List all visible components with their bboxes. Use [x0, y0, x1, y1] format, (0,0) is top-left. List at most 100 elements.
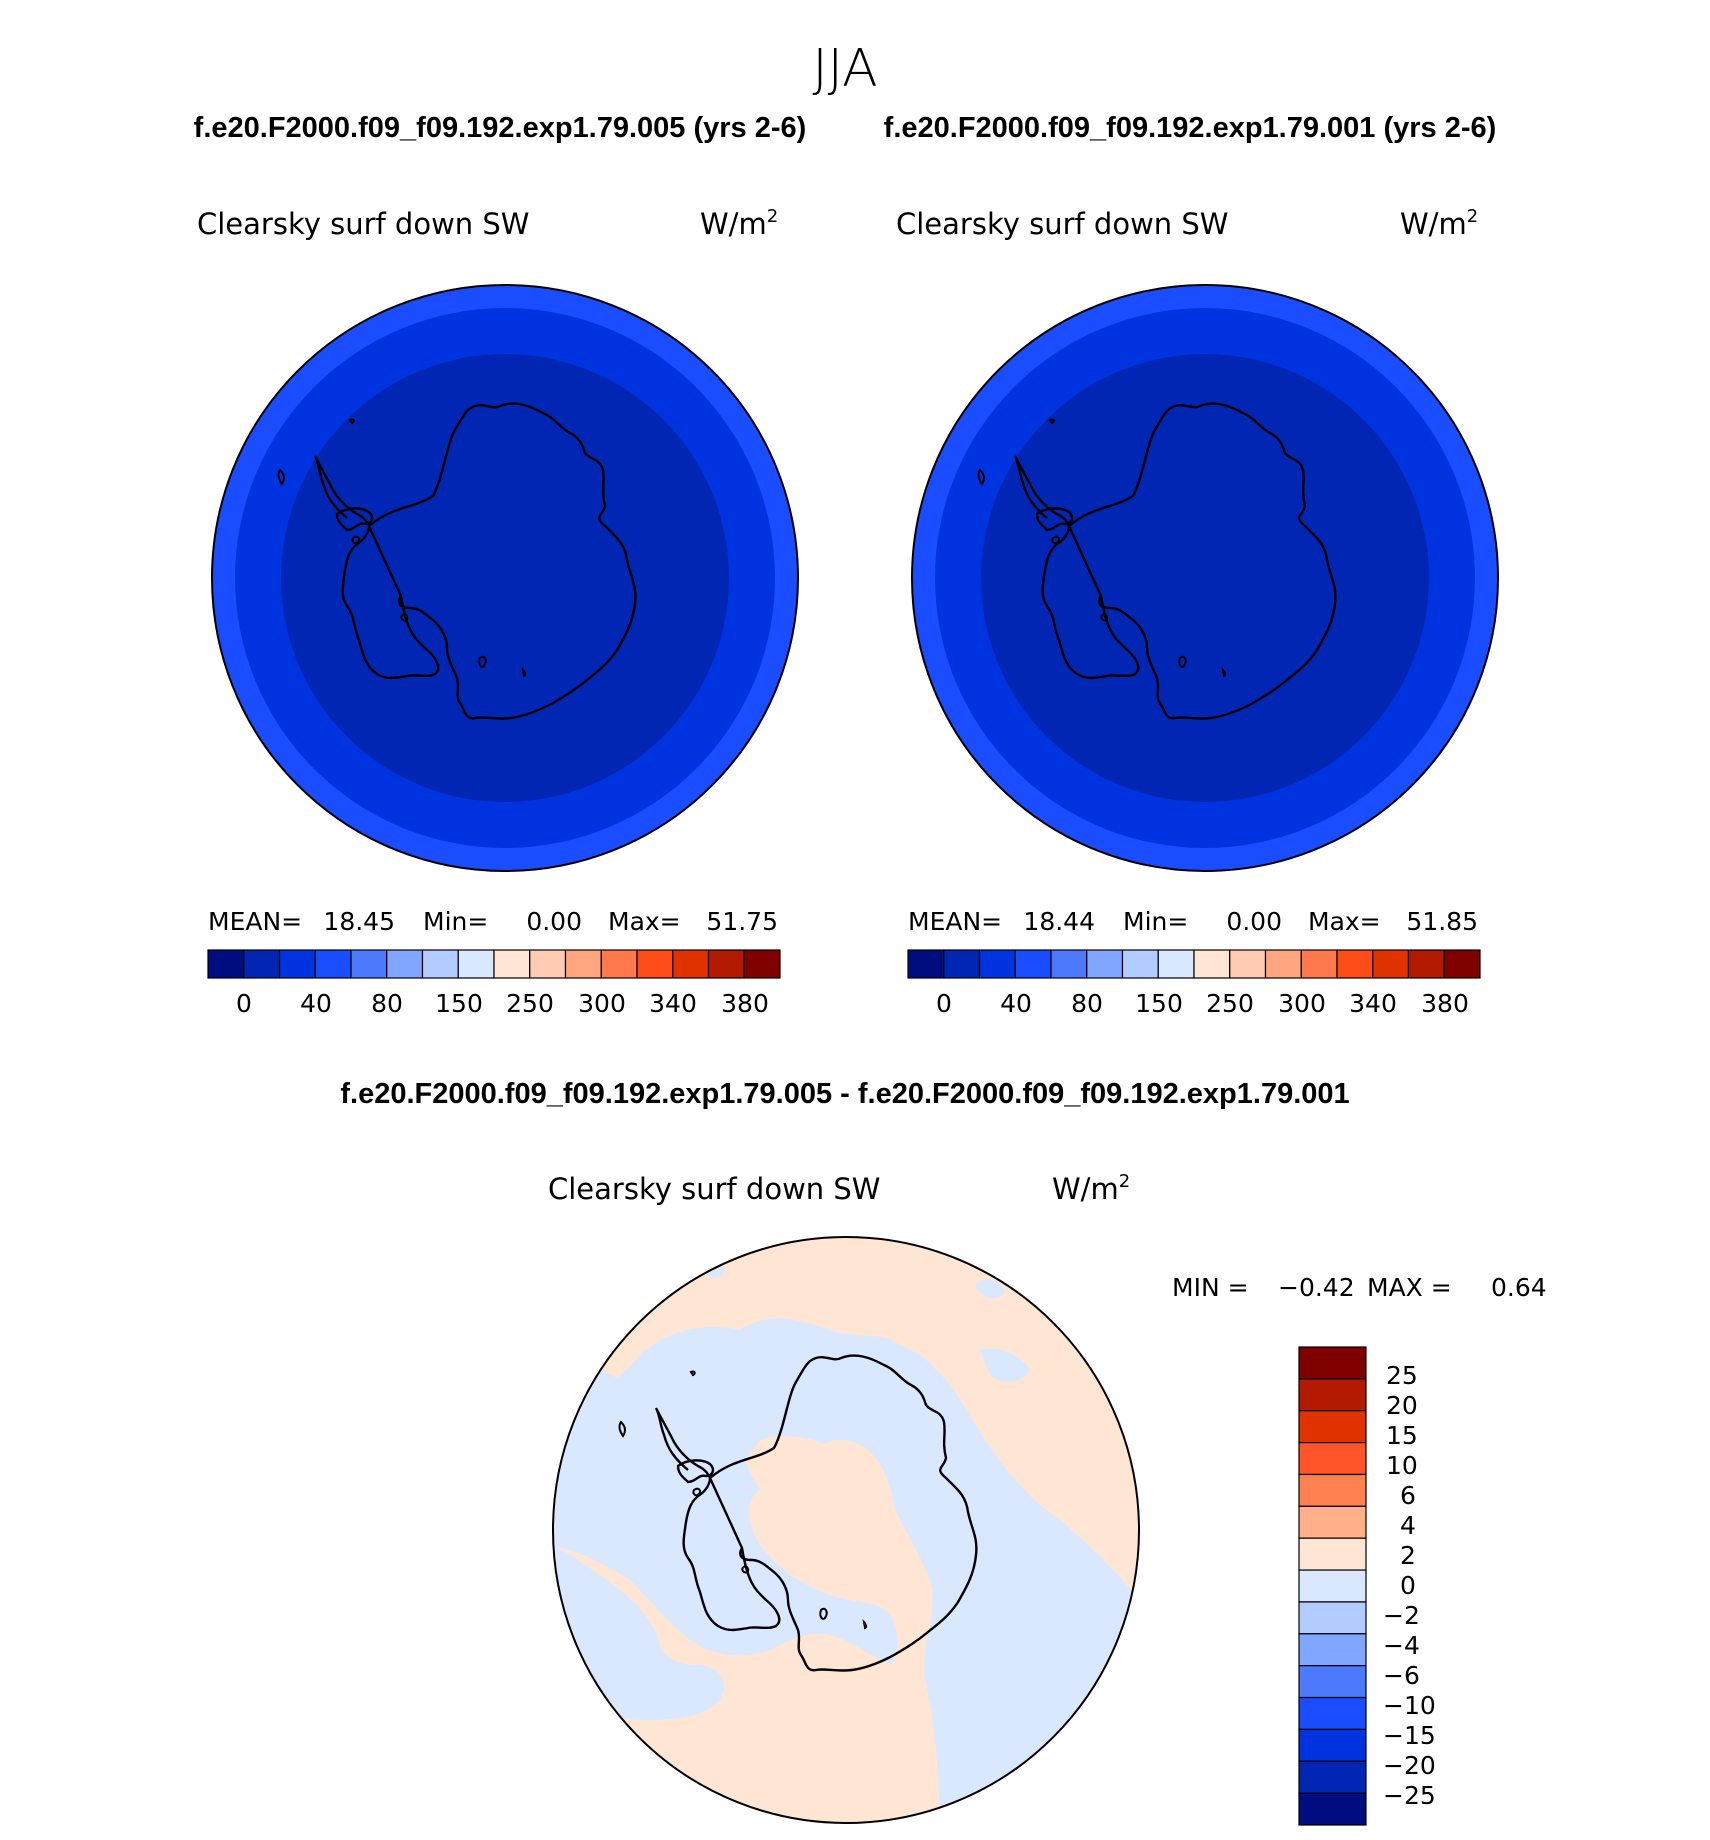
colorbar-swatch [600, 949, 638, 979]
colorbar-swatch [1298, 1441, 1367, 1476]
right-cbar-label: 0 [936, 989, 952, 1018]
diff-cbar-label: 2 [1400, 1541, 1416, 1570]
diff-negative-area [553, 1318, 1139, 1823]
diff-negative-area [975, 1279, 1005, 1299]
colorbar-swatch [1264, 949, 1302, 979]
left-cbar-label: 250 [506, 989, 554, 1018]
left-cbar-label: 0 [236, 989, 252, 1018]
colorbar-swatch [1298, 1760, 1367, 1794]
left-map-border [211, 284, 799, 872]
colorbar-swatch [314, 949, 352, 979]
diff-minmax: MIN = −0.42 MAX = 0.64 [1172, 1273, 1547, 1302]
left-cbar-label: 80 [371, 989, 403, 1018]
colorbar-swatch [1372, 949, 1410, 979]
right-map [912, 285, 1498, 871]
colorbar-swatch [672, 949, 710, 979]
diff-variable-label: Clearsky surf down SW [548, 1172, 880, 1206]
diff-cbar-label: −6 [1383, 1661, 1420, 1690]
colorbar-swatch [1298, 1505, 1367, 1539]
colorbar-swatch [1086, 949, 1124, 979]
diff-cbar-label: 15 [1386, 1421, 1418, 1450]
colorbar-swatch [1298, 1633, 1367, 1667]
right-min-label: Min= [1123, 907, 1188, 936]
right-cbar-label: 250 [1206, 989, 1254, 1018]
colorbar-swatch [907, 949, 945, 979]
left-cbar-label: 380 [721, 989, 769, 1018]
diff-cbar-label: −15 [1383, 1721, 1436, 1750]
right-cbar-label: 40 [1000, 989, 1032, 1018]
colorbar-swatch [1298, 1792, 1367, 1826]
colorbar-swatch [350, 949, 388, 979]
left-stats: MEAN= 18.45 Min= 0.00 Max= 51.75 [208, 907, 778, 936]
colorbar-swatch [943, 949, 981, 979]
colorbar-swatch [636, 949, 674, 979]
diff-title: f.e20.F2000.f09_f09.192.exp1.79.005 - f.… [340, 1078, 1349, 1110]
diff-panel: Clearsky surf down SW W/m2 MIN = −0.42 M… [548, 1171, 1547, 1826]
right-units-label: W/m2 [1400, 206, 1478, 241]
right-cbar-label: 380 [1421, 989, 1469, 1018]
left-mean-label: MEAN= [208, 907, 302, 936]
left-cbar-label: 300 [578, 989, 626, 1018]
diff-negative-area [980, 1348, 1030, 1382]
right-map-border [911, 284, 1499, 872]
colorbar-swatch [1298, 1696, 1367, 1730]
colorbar-swatch [1229, 949, 1267, 979]
colorbar-swatch [1298, 1728, 1367, 1762]
diff-negative-area [553, 1545, 724, 1720]
left-max-value: 51.75 [706, 907, 778, 936]
diff-min-label: MIN = [1172, 1273, 1249, 1302]
left-variable-label: Clearsky surf down SW [197, 207, 529, 241]
right-cbar-label: 150 [1135, 989, 1183, 1018]
left-min-label: Min= [423, 907, 488, 936]
colorbar-swatch [1336, 949, 1374, 979]
right-colorbar-labels: 0 40 80 150 250 300 340 380 [936, 989, 1469, 1018]
diff-min-value: −0.42 [1278, 1273, 1355, 1302]
right-mean-value: 18.44 [1023, 907, 1095, 936]
right-colorbar [907, 949, 1481, 979]
diff-cbar-label: −4 [1383, 1631, 1420, 1660]
colorbar-swatch [457, 949, 495, 979]
left-max-label: Max= [608, 907, 681, 936]
colorbar-swatch [529, 949, 567, 979]
diff-max-value: 0.64 [1491, 1273, 1547, 1302]
right-panel: Clearsky surf down SW W/m2 MEAN= 18.44 M… [896, 206, 1499, 1018]
colorbar-swatch [1298, 1378, 1367, 1412]
left-colorbar [207, 949, 781, 979]
colorbar-swatch [1050, 949, 1088, 979]
diff-map [553, 1237, 1139, 1823]
diff-cbar-label: 0 [1400, 1571, 1416, 1600]
left-cbar-label: 340 [649, 989, 697, 1018]
colorbar-swatch [1443, 949, 1481, 979]
right-cbar-label: 80 [1071, 989, 1103, 1018]
colorbar-swatch [743, 949, 781, 979]
left-panel: Clearsky surf down SW W/m2 MEAN= 18.45 M… [197, 206, 799, 1018]
right-stats: MEAN= 18.44 Min= 0.00 Max= 51.85 [908, 907, 1478, 936]
left-map [212, 285, 798, 871]
right-max-value: 51.85 [1406, 907, 1478, 936]
diff-cbar-label: −20 [1383, 1751, 1436, 1780]
colorbar-swatch [1157, 949, 1195, 979]
right-case-title: f.e20.F2000.f09_f09.192.exp1.79.001 (yrs… [884, 112, 1497, 144]
colorbar-swatch [1298, 1569, 1367, 1603]
colorbar-swatch [207, 949, 245, 979]
colorbar-swatch [386, 949, 424, 979]
right-cbar-label: 340 [1349, 989, 1397, 1018]
colorbar-swatch [278, 949, 316, 979]
diff-units-label: W/m2 [1052, 1171, 1130, 1206]
diff-cbar-label: −25 [1383, 1781, 1436, 1810]
left-cbar-label: 40 [300, 989, 332, 1018]
right-min-value: 0.00 [1226, 907, 1282, 936]
left-colorbar-labels: 0 40 80 150 250 300 340 380 [236, 989, 769, 1018]
diff-positive-area [745, 1436, 874, 1572]
diff-map-border [552, 1236, 1140, 1824]
colorbar-swatch [707, 949, 745, 979]
diff-cbar-label: −2 [1383, 1601, 1420, 1630]
diff-cbar-label: −10 [1383, 1691, 1436, 1720]
diff-colorbar [1298, 1346, 1367, 1826]
colorbar-swatch [1298, 1346, 1367, 1380]
right-mean-label: MEAN= [908, 907, 1002, 936]
diff-colorbar-labels: 25 20 15 10 6 4 2 0 −2 −4 −6 −10 −15 −20… [1383, 1361, 1436, 1810]
diff-cbar-label: 20 [1386, 1391, 1418, 1420]
colorbar-swatch [978, 949, 1016, 979]
diff-cbar-label: 25 [1386, 1361, 1418, 1390]
